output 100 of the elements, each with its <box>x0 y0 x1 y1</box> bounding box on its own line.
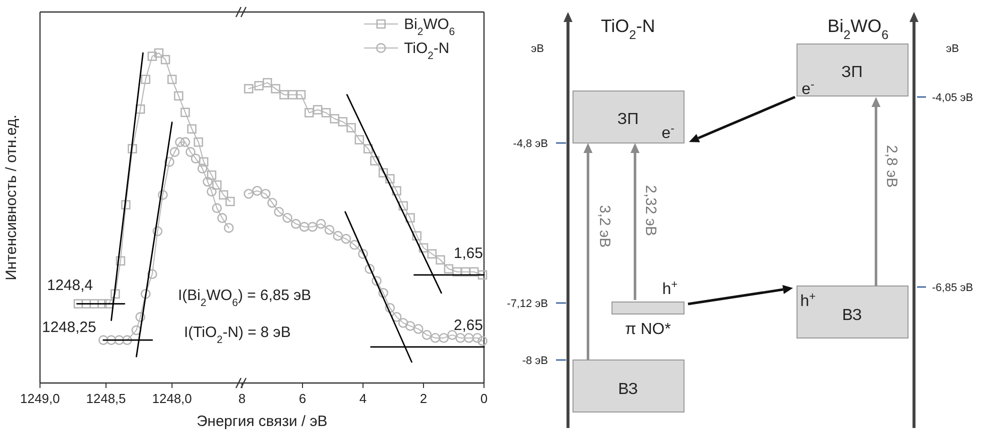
text: -4,8 эВ <box>513 138 548 150</box>
point <box>147 269 158 280</box>
point <box>392 312 402 322</box>
point <box>197 164 208 174</box>
point <box>167 74 177 84</box>
point <box>447 330 458 340</box>
point <box>282 212 292 223</box>
point <box>324 224 334 235</box>
text: 2,32 эВ <box>642 185 659 236</box>
point <box>413 324 424 334</box>
point <box>180 137 190 148</box>
x-tick-label: 1248,0 <box>152 391 192 406</box>
point <box>299 222 310 232</box>
text: ЗП <box>841 64 863 81</box>
annotation: 1,65 <box>454 245 483 262</box>
x-tick-label: 1248,5 <box>86 391 126 406</box>
point <box>372 276 382 286</box>
point <box>384 302 395 313</box>
text: h$^{+}$ <box>662 279 678 298</box>
point <box>212 203 222 214</box>
point <box>218 190 228 200</box>
point <box>206 170 216 180</box>
point <box>274 206 284 217</box>
point <box>422 330 432 340</box>
point <box>469 267 479 277</box>
point <box>341 234 352 244</box>
point <box>430 333 440 343</box>
point <box>363 144 373 154</box>
point <box>170 147 180 157</box>
point <box>122 335 132 346</box>
text: ВЗ <box>842 307 862 324</box>
point <box>279 90 289 100</box>
point <box>304 108 314 118</box>
point <box>224 222 234 233</box>
annotation: 1248,4 <box>47 277 93 294</box>
point <box>158 190 168 200</box>
point <box>406 213 415 222</box>
text: ЗП <box>617 111 639 128</box>
point <box>104 299 114 308</box>
point <box>199 157 208 167</box>
point <box>478 336 488 346</box>
point <box>252 186 262 196</box>
point <box>74 299 83 308</box>
point <box>296 90 306 100</box>
text: -4,05 эВ <box>932 92 974 104</box>
text: Bi$_{2}$WO$_{6}$ <box>827 16 889 42</box>
point <box>438 333 449 343</box>
text: TiO$_{2}$-N <box>600 16 656 42</box>
text: эВ <box>946 43 959 55</box>
point <box>135 312 146 322</box>
point <box>152 226 162 236</box>
text: 2,8 эВ <box>883 145 900 188</box>
point <box>206 186 217 197</box>
x-tick-label: 6 <box>298 391 306 406</box>
annotation: 2,65 <box>454 317 483 334</box>
point <box>385 174 395 184</box>
point <box>140 288 151 299</box>
text: -8 эВ <box>522 355 548 367</box>
point <box>202 176 213 187</box>
point <box>121 200 130 210</box>
point <box>212 180 222 190</box>
point <box>270 84 280 94</box>
point <box>262 78 272 88</box>
text: ВЗ <box>618 381 638 398</box>
point <box>316 218 326 229</box>
annotation: I(Bi$_{2}$WO$_{6}$) = 6,85 эВ <box>178 287 312 309</box>
point <box>225 196 235 206</box>
point <box>378 288 388 298</box>
point <box>160 54 170 64</box>
point <box>288 90 298 100</box>
text: 3,2 эВ <box>596 205 613 248</box>
point <box>346 123 356 132</box>
annotation: I(TiO$_{2}$-N) = 8 эВ <box>184 324 291 346</box>
point <box>378 168 388 178</box>
point <box>254 81 264 90</box>
annotation: 1248,25 <box>42 319 96 336</box>
legend-label: TiO$_{2}$-N <box>404 40 450 62</box>
point <box>332 230 343 241</box>
x-tick-label: 8 <box>238 391 246 406</box>
x-tick-label: 2 <box>420 391 428 406</box>
point <box>405 320 416 331</box>
point <box>244 84 254 94</box>
point <box>478 270 488 280</box>
x-tick-label: 0 <box>480 391 488 406</box>
text: -6,85 эВ <box>932 282 974 294</box>
point <box>398 201 408 210</box>
text: h$^{+}$ <box>800 291 816 310</box>
point <box>392 186 402 196</box>
point <box>174 91 184 101</box>
point <box>106 335 116 346</box>
text: -7,12 эВ <box>506 298 548 310</box>
point <box>398 318 408 328</box>
point <box>136 104 145 114</box>
point <box>114 335 124 346</box>
point <box>455 333 466 343</box>
point <box>358 248 368 259</box>
point <box>260 188 271 199</box>
point <box>338 117 348 126</box>
point <box>110 289 120 299</box>
x-tick-label: 1249,0 <box>20 391 60 406</box>
